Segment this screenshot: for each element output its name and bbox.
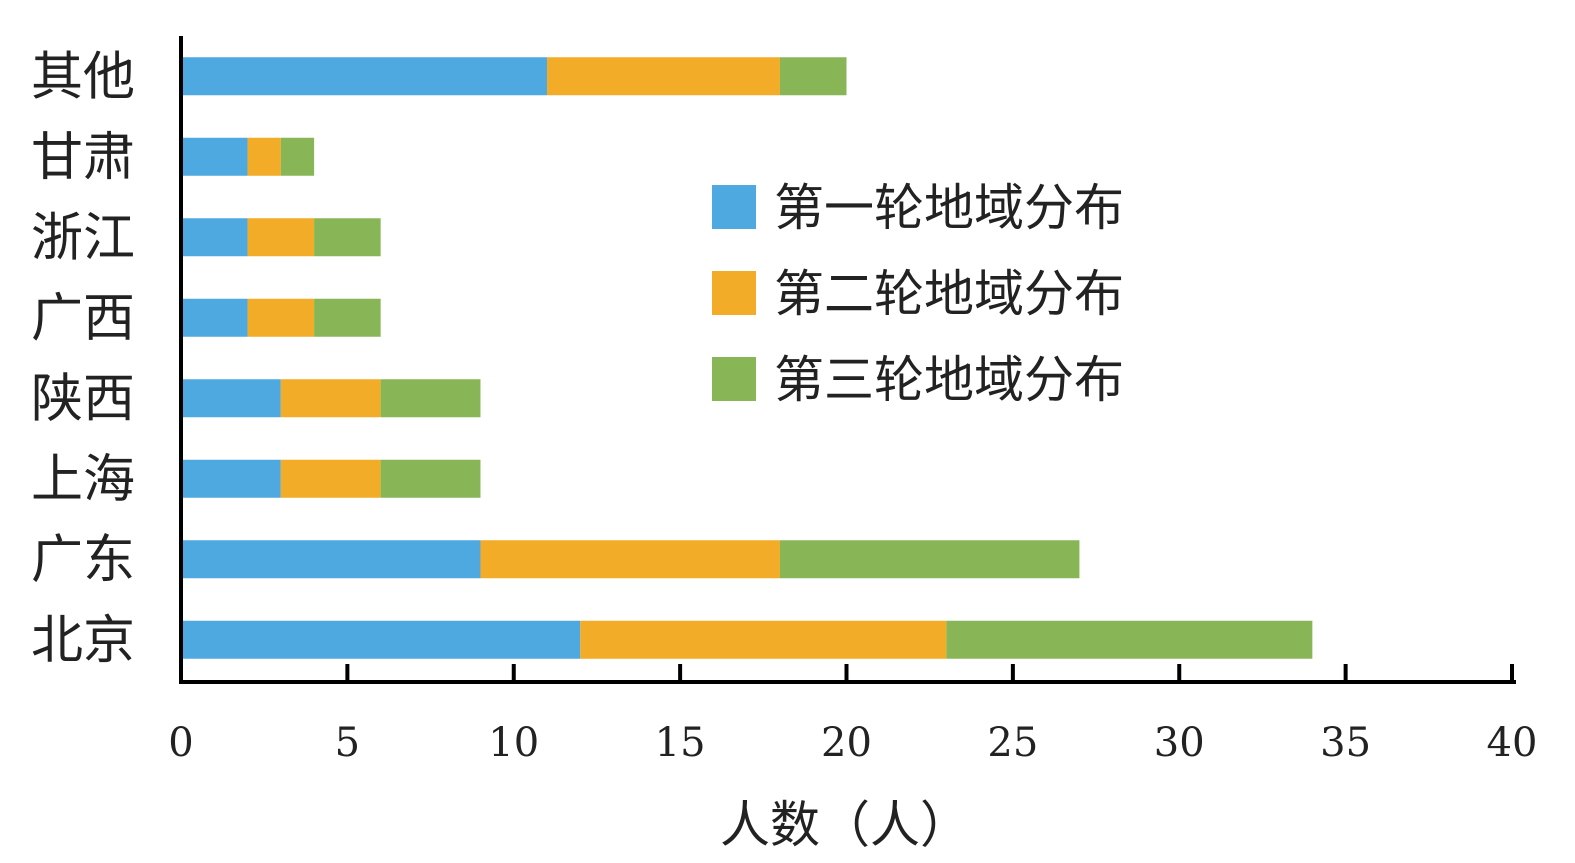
x-tick-label: 35	[1320, 720, 1371, 766]
legend-swatch	[712, 185, 756, 229]
category-label: 上海	[31, 450, 135, 510]
legend-label: 第二轮地域分布	[774, 265, 1124, 323]
bar-segment-series1-cat7	[181, 540, 481, 579]
category-label: 甘肃	[31, 128, 135, 188]
category-label: 广东	[31, 530, 135, 590]
bar-segment-series3-cat8	[946, 620, 1313, 659]
category-label: 广西	[31, 289, 135, 349]
ticks-layer: 0 5 10 15 20 25 30 35 40	[168, 664, 1537, 766]
x-tick-label: 30	[1154, 720, 1205, 766]
category-label: 浙江	[31, 208, 135, 268]
category-label: 陕西	[31, 369, 135, 429]
bar-segment-series2-cat3	[247, 218, 315, 257]
x-tick-label: 40	[1487, 720, 1538, 766]
x-tick-label: 25	[987, 720, 1038, 766]
bar-segment-series2-cat7	[480, 540, 780, 579]
bar-segment-series1-cat3	[181, 218, 248, 257]
legend-swatch	[712, 271, 756, 315]
bar-segment-series3-cat3	[314, 218, 381, 257]
bar-segment-series3-cat2	[280, 137, 315, 176]
bar-segment-series3-cat4	[314, 298, 381, 337]
category-label: 其他	[31, 47, 135, 107]
bar-segment-series2-cat4	[247, 298, 315, 337]
bar-segment-series1-cat6	[181, 459, 281, 498]
bar-segment-series1-cat2	[181, 137, 248, 176]
bar-segment-series1-cat1	[181, 57, 548, 96]
bar-segment-series2-cat1	[547, 57, 780, 96]
x-tick-label: 0	[168, 720, 193, 766]
x-tick-label: 5	[335, 720, 360, 766]
bar-segment-series3-cat5	[380, 379, 481, 418]
category-label: 北京	[31, 611, 135, 671]
bar-segment-series3-cat7	[779, 540, 1080, 579]
bar-segment-series1-cat5	[181, 379, 281, 418]
bars-layer	[181, 57, 1313, 659]
bar-segment-series1-cat4	[181, 298, 248, 337]
x-axis-title: 人数（人）	[720, 796, 970, 854]
bar-segment-series3-cat6	[380, 459, 481, 498]
x-tick-label: 15	[655, 720, 706, 766]
legend-swatch	[712, 357, 756, 401]
bar-segment-series3-cat1	[779, 57, 847, 96]
bar-segment-series2-cat2	[247, 137, 281, 176]
bar-segment-series2-cat6	[280, 459, 381, 498]
bar-segment-series1-cat8	[181, 620, 581, 659]
x-tick-label: 20	[821, 720, 872, 766]
legend-label: 第三轮地域分布	[774, 351, 1124, 409]
bar-segment-series2-cat5	[280, 379, 381, 418]
x-tick-label: 10	[488, 720, 539, 766]
legend-label: 第一轮地域分布	[774, 179, 1124, 237]
bar-segment-series2-cat8	[580, 620, 947, 659]
